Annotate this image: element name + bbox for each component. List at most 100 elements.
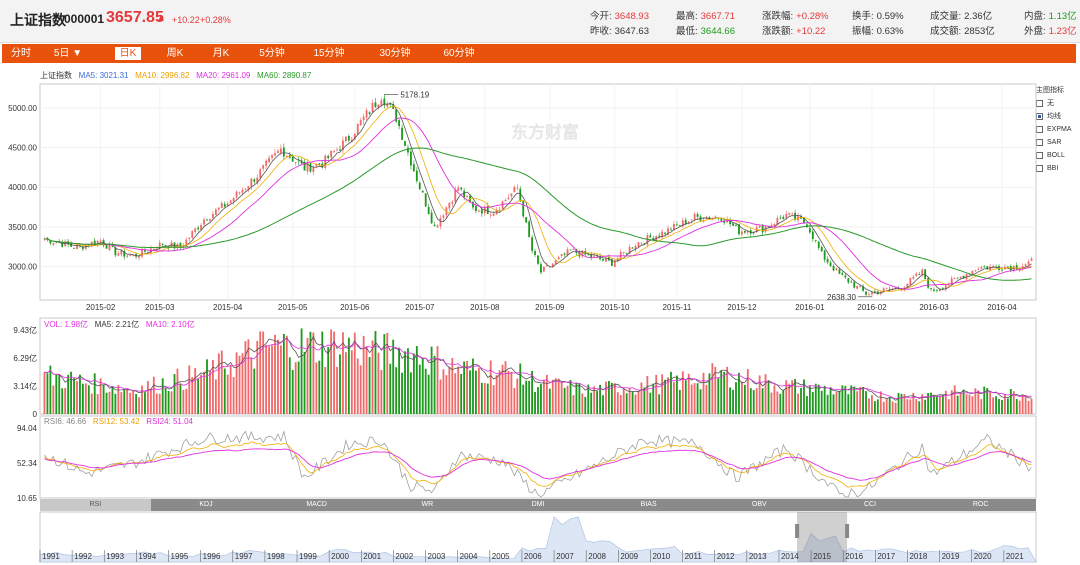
candle-body	[619, 251, 622, 259]
candle-body	[327, 155, 330, 159]
stat-value: 3667.71	[700, 11, 735, 22]
volume-bar	[773, 385, 776, 414]
volume-bar	[1018, 400, 1021, 414]
indicator-tab-roc[interactable]: ROC	[972, 501, 989, 508]
volume-bar	[613, 383, 616, 414]
indicator-option-label: EXPMA	[1047, 126, 1072, 133]
indicator-tab-dmi[interactable]: DMI	[531, 501, 545, 508]
volume-bar	[1027, 400, 1030, 414]
indicator-option-label: BBI	[1047, 165, 1059, 172]
volume-bar	[968, 394, 971, 414]
candle-body	[921, 269, 924, 275]
indicator-tab-macd[interactable]: MACD	[306, 501, 327, 508]
volume-bar	[209, 371, 211, 414]
volume-bar	[64, 388, 67, 414]
volume-bar	[531, 370, 534, 414]
volume-bar	[903, 394, 906, 414]
volume-bar	[480, 382, 483, 414]
candle-body	[271, 155, 273, 158]
candle-body	[442, 215, 445, 218]
volume-bar	[545, 374, 548, 414]
candle-body	[554, 260, 557, 265]
candle-body	[640, 242, 643, 244]
indicator-tab-kdj[interactable]: KDJ	[199, 501, 213, 508]
volume-bar	[605, 381, 607, 414]
volume-bar	[800, 387, 802, 414]
candle-body	[735, 225, 737, 226]
tab-3[interactable]: 周K	[166, 48, 184, 59]
stat-label: 换手:	[852, 11, 874, 22]
tab-4[interactable]: 月K	[212, 48, 230, 59]
low-annotation-label: 2638.30	[827, 293, 856, 302]
candle-body	[141, 248, 143, 257]
candle-body	[835, 268, 838, 270]
volume-bar	[803, 379, 805, 414]
indicator-tab-wr[interactable]: WR	[421, 501, 434, 508]
candle-body	[1021, 266, 1024, 270]
volume-bar	[229, 365, 232, 414]
tab-2[interactable]: 日K	[114, 46, 142, 61]
indicator-tab-obv[interactable]: OBV	[751, 501, 767, 508]
price-tick-label: 4000.00	[8, 183, 37, 192]
tab-6[interactable]: 15分钟	[313, 48, 345, 59]
volume-bar	[667, 377, 669, 414]
volume-bar	[808, 385, 811, 414]
watermark-text: 东方财富	[511, 122, 579, 142]
volume-bar	[675, 375, 678, 414]
candle-body	[105, 244, 108, 249]
ma5-line	[44, 103, 1032, 294]
main-chart-frame	[39, 83, 1037, 301]
volume-bar	[735, 382, 737, 414]
candle-body	[179, 242, 182, 248]
indicator-tab-rsi[interactable]: RSI	[40, 499, 151, 511]
tab-1[interactable]: 5日 ▼	[53, 48, 83, 59]
volume-bar	[182, 389, 185, 414]
volume-bar	[640, 382, 643, 414]
volume-bar	[206, 359, 208, 414]
volume-bar	[602, 395, 604, 414]
volume-bar	[226, 374, 229, 414]
volume-bar	[936, 396, 938, 414]
candle-body	[111, 244, 114, 247]
candle-body	[885, 288, 888, 290]
indicator-tab-cci[interactable]: CCI	[863, 501, 877, 508]
ma20-line	[44, 117, 1032, 290]
volume-bar	[96, 394, 99, 414]
volume-bar	[681, 371, 684, 414]
legend-ma5: MA5: 3021.31	[78, 71, 129, 80]
tab-0[interactable]: 分时	[11, 48, 31, 59]
tab-5[interactable]: 5分钟	[259, 48, 285, 59]
legend-rsi24: RSI24: 51.04	[146, 417, 193, 426]
indicator-option-label: BOLL	[1047, 152, 1065, 159]
candle-body	[844, 275, 847, 278]
tab-8[interactable]: 60分钟	[443, 48, 475, 59]
candle-body	[294, 162, 297, 164]
candle-body	[569, 249, 572, 251]
indicator-tab-bias[interactable]: BIAS	[640, 501, 657, 508]
candle-body	[944, 285, 947, 290]
volume-bar	[457, 366, 460, 414]
stat-6: 内盘: 1.13亿	[1024, 8, 1077, 22]
stat-value: 1.13亿	[1048, 11, 1077, 22]
candle-body	[415, 170, 418, 182]
volume-bar	[244, 341, 247, 414]
candle-body	[661, 231, 664, 238]
volume-bar	[144, 392, 146, 414]
volume-bar	[424, 368, 427, 414]
volume-bar	[123, 389, 126, 414]
index-name: 上证指数	[10, 12, 66, 28]
candle-body	[868, 294, 870, 296]
volume-bar	[306, 338, 309, 414]
volume-bar	[797, 393, 799, 414]
candle-body	[817, 241, 820, 248]
volume-bar	[687, 373, 690, 414]
candle-body	[758, 225, 761, 228]
volume-bar	[448, 366, 451, 414]
navigator-handle-right	[845, 524, 850, 538]
volume-bar	[1021, 394, 1024, 414]
volume-bar	[395, 367, 398, 414]
tab-7[interactable]: 30分钟	[379, 48, 411, 59]
candle-body	[55, 242, 58, 244]
candle-body	[457, 187, 460, 192]
volume-bar	[634, 394, 637, 414]
